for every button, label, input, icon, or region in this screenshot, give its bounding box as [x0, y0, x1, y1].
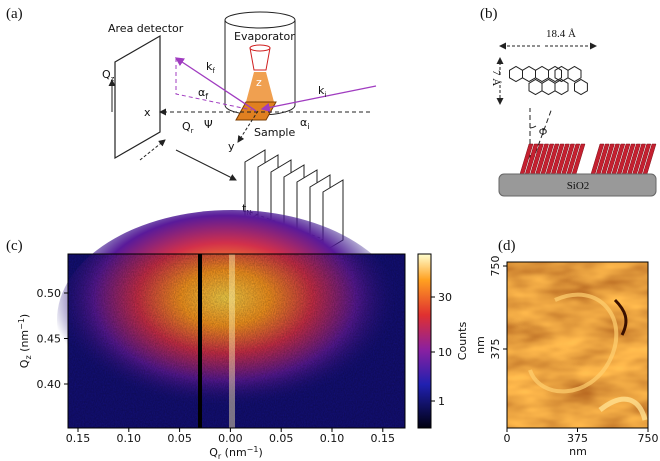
psi-label: Ψ	[204, 118, 213, 131]
molecule-ring	[510, 67, 523, 82]
qz-label: Qz	[102, 68, 115, 83]
x-axis-label: nm	[569, 445, 587, 458]
beamstop	[198, 254, 202, 428]
panel-d: (d) 0 375 750 750 375 nm nm	[474, 238, 659, 458]
x-tick-label: 0.10	[320, 432, 345, 445]
panel-label: (c)	[6, 238, 23, 254]
substrate-label: SiO2	[567, 180, 590, 192]
length-label: 18.4 Å	[546, 28, 576, 40]
colorbar-tick-label: 1	[438, 395, 445, 408]
evaporator-label: Evaporator	[234, 30, 295, 43]
afm-image	[507, 262, 648, 428]
y-tick-label: 0.45	[37, 333, 62, 346]
figure: (a) Area detector Qz Qr Evaporator z Sam…	[0, 0, 660, 461]
x-tick-label: 0.00	[218, 432, 243, 445]
y-tick-label: 750	[489, 256, 502, 277]
colorbar-tick-label: 30	[438, 291, 452, 304]
alpha-i-label: αi	[300, 116, 310, 131]
kf-beam	[176, 58, 256, 111]
crucible-top	[250, 45, 270, 51]
height-label: 7 Å	[490, 70, 502, 86]
specular-streak	[229, 254, 235, 428]
ki-label: ki	[318, 84, 326, 99]
colorbar-tick-label: 10	[438, 346, 452, 359]
qr-label: Qr	[182, 120, 194, 135]
y-label: y	[228, 140, 235, 153]
time-arrow	[176, 150, 236, 180]
molecule-ring	[523, 67, 536, 82]
panel-b: (b) 18.4 Å 7 Å Φ SiO2	[480, 6, 656, 196]
x-tick-label: 0.05	[167, 432, 192, 445]
molecule-ring	[529, 80, 542, 95]
heatmap-noise	[68, 254, 405, 428]
x-tick-label: 0	[504, 432, 511, 445]
x-tick-label: 0.15	[66, 432, 91, 445]
panel-c: (c) 0.15 0.10 0.05 0.00 0.05 0.10 0.15 0.50 0.45…	[6, 210, 469, 461]
x-tick-label: 0.05	[269, 432, 294, 445]
x-tick-label: 375	[567, 432, 588, 445]
sample-label: Sample	[254, 126, 295, 139]
alpha-f-label: αf	[198, 86, 208, 101]
y-tick-label: 0.50	[37, 287, 62, 300]
x-axis-label: Qr (nm−1)	[209, 445, 263, 461]
y-axis-label: nm	[474, 336, 487, 354]
x-tick-label: 750	[638, 432, 659, 445]
molecule-ring	[568, 67, 581, 82]
phi-label: Φ	[539, 126, 547, 138]
z-label: z	[256, 76, 262, 89]
molecule	[510, 67, 588, 95]
x-tick-label: 0.15	[371, 432, 396, 445]
y-axis-label: Qz (nm−1)	[17, 314, 33, 368]
detector-label: Area detector	[108, 22, 184, 35]
x-label: x	[144, 106, 151, 119]
molecule-ring	[575, 80, 588, 95]
y-tick-label: 375	[489, 339, 502, 360]
angle-arc	[530, 126, 536, 128]
colorbar	[418, 254, 431, 428]
qr-arrow	[140, 140, 165, 160]
kf-label: kf	[206, 60, 215, 75]
y-tick-label: 0.40	[37, 378, 62, 391]
detector	[115, 36, 160, 158]
x-tick-label: 0.10	[117, 432, 142, 445]
panel-label: (b)	[480, 6, 498, 22]
panel-label: (d)	[498, 238, 516, 254]
evaporator-top	[225, 12, 295, 28]
molecule-ring	[542, 80, 555, 95]
colorbar-label: Counts	[456, 322, 469, 361]
tilted-molecules	[520, 144, 656, 174]
panel-label: (a)	[6, 6, 23, 22]
molecule-ring	[536, 67, 549, 82]
